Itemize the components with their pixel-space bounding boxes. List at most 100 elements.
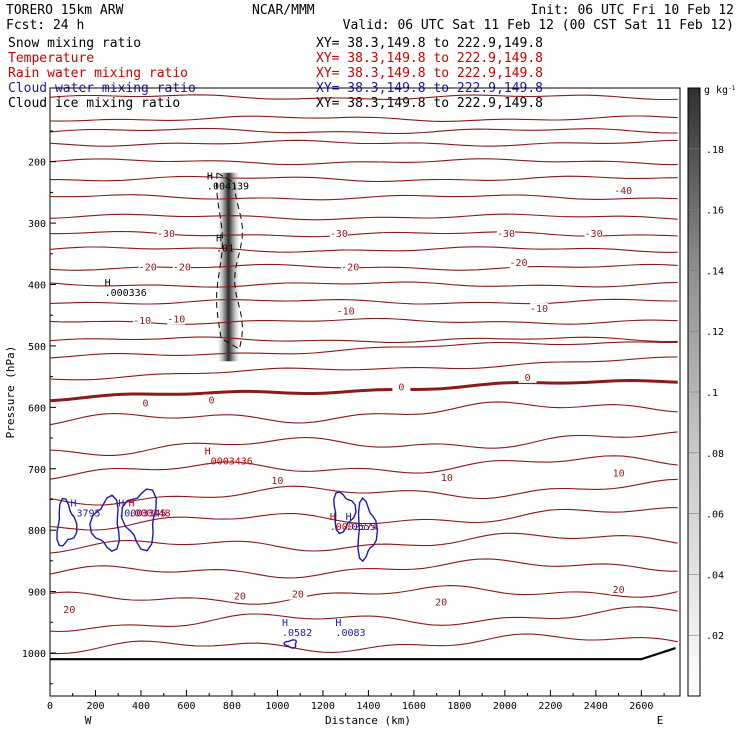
colorbar-tick-label: .16 <box>706 206 724 217</box>
x-tick-label: 1200 <box>311 701 335 712</box>
colorbar-tick-label: .08 <box>706 449 724 460</box>
field-xy-cloud-ice: XY= 38.3,149.8 to 222.9,149.8 <box>316 96 543 111</box>
isotherm-line <box>50 585 678 605</box>
contour-label: 10 <box>613 469 625 480</box>
maxima-marker: H <box>118 499 124 510</box>
contour-label-bg <box>336 305 355 317</box>
contour-label: 10 <box>441 473 453 484</box>
contour-label: -30 <box>157 229 175 240</box>
isotherm-line <box>50 341 678 359</box>
contour-label-bg <box>167 313 186 325</box>
isotherm-line <box>50 401 678 426</box>
contour-label: -20 <box>173 262 191 273</box>
contour-label: 20 <box>292 590 304 601</box>
contour-label-bg <box>230 590 249 602</box>
isotherm-line <box>50 378 678 403</box>
cloud-water-contours <box>56 488 379 649</box>
maxima-value: .0003436 <box>205 456 253 467</box>
y-axis-label: Pressure (hPa) <box>4 346 17 439</box>
contour-label: 0 <box>143 399 149 410</box>
contour-label: -10 <box>337 307 355 318</box>
y-tick-label: 500 <box>28 342 46 353</box>
maxima-marker: H <box>346 512 352 523</box>
contour-label-bg <box>329 228 348 240</box>
contour-label-bg <box>432 596 451 608</box>
west-label: W <box>85 714 92 727</box>
valid-time: Valid: 06 UTC Sat 11 Feb 12 (00 CST Sat … <box>343 18 734 33</box>
contour-label-bg <box>609 583 628 595</box>
contour-label-bg <box>136 397 155 409</box>
contour-label-bg <box>288 588 307 600</box>
isotherm-line <box>50 230 678 238</box>
x-axis-label: Distance (km) <box>325 714 411 727</box>
colorbar-unit: g kg-1 <box>704 85 736 96</box>
contour-label: -30 <box>585 229 603 240</box>
colorbar-tick-label: .14 <box>706 266 724 277</box>
isotherm-line <box>50 532 678 554</box>
plot-content <box>50 94 678 661</box>
y-tick-label: 700 <box>28 465 46 476</box>
x-tick-label: 600 <box>177 701 195 712</box>
isotherm-line <box>50 213 678 221</box>
isotherm-line <box>50 115 678 122</box>
contour-label-bg <box>133 314 152 326</box>
y-tick-label: 400 <box>28 281 46 292</box>
contour-label-bg <box>584 228 603 240</box>
maxima-marker: H <box>128 499 134 510</box>
cloud-water-contour <box>56 497 78 547</box>
contour-label: 20 <box>63 605 75 616</box>
contour-labels: -40 -30 -30 -30 -30 -20 -20 -20 -20 -10 -10 -10 -10 0… <box>60 185 632 616</box>
cloud-water-contour <box>283 639 298 649</box>
y-tick-label: 1000 <box>22 649 46 660</box>
cloud-water-contour <box>357 496 379 563</box>
y-tick-label: 600 <box>28 403 46 414</box>
contour-label: 10 <box>271 476 283 487</box>
maxima-marker: H <box>207 171 213 182</box>
isotherm-line <box>50 298 678 305</box>
x-tick-label: 200 <box>86 701 104 712</box>
colorbar-tick-label: .12 <box>706 327 724 338</box>
field-name-cloud-ice: Cloud ice mixing ratio <box>8 96 180 111</box>
model-title: TORERO 15km ARW <box>6 3 124 18</box>
contour-label: -20 <box>341 262 359 273</box>
snow-shading <box>216 171 244 362</box>
x-tick-label: 1000 <box>265 701 289 712</box>
colorbar-tick-label: .06 <box>706 510 724 521</box>
contour-label: -30 <box>330 229 348 240</box>
isotherm-line <box>50 507 678 531</box>
cloud-water-contour <box>120 488 158 552</box>
field-name-temperature: Temperature <box>8 51 94 66</box>
cloud-water-contour <box>333 491 357 535</box>
contour-label-bg <box>60 604 79 616</box>
field-xy-rain: XY= 38.3,149.8 to 222.9,149.8 <box>316 66 543 81</box>
contour-label: -20 <box>139 262 157 273</box>
x-tick-label: 0 <box>47 701 53 712</box>
isotherm-line <box>50 281 678 288</box>
contour-label-bg <box>138 261 157 273</box>
colorbar-tick-label: .02 <box>706 631 724 642</box>
maxima-value: .004139 <box>207 181 249 192</box>
contour-label-bg <box>529 303 548 315</box>
colorbar-tick-label: .04 <box>706 570 724 581</box>
contour-label-bg <box>614 185 633 197</box>
contour-label: 20 <box>435 598 447 609</box>
field-xy-temperature: XY= 38.3,149.8 to 222.9,149.8 <box>316 51 543 66</box>
maxima-value: .0002574 <box>330 522 378 533</box>
isotherm-line <box>50 139 678 147</box>
maxima-value: .0003345 <box>118 509 166 520</box>
contour-label-bg <box>518 371 537 383</box>
maxima-value: .0083 <box>335 628 365 639</box>
maxima-marker: H <box>70 499 76 510</box>
isotherm-line <box>50 478 678 506</box>
isotherm-line <box>50 633 678 655</box>
isotherm-line <box>50 317 678 325</box>
forecast-hour: Fcst: 24 h <box>6 18 84 33</box>
y-tick-label: 900 <box>28 588 46 599</box>
isotherm-contours <box>50 94 678 655</box>
contour-label-bg <box>509 257 528 269</box>
contour-label-bg <box>341 261 360 273</box>
isotherm-line <box>50 606 678 633</box>
contour-label: 0 <box>208 396 214 407</box>
isotherm-line <box>50 158 678 166</box>
